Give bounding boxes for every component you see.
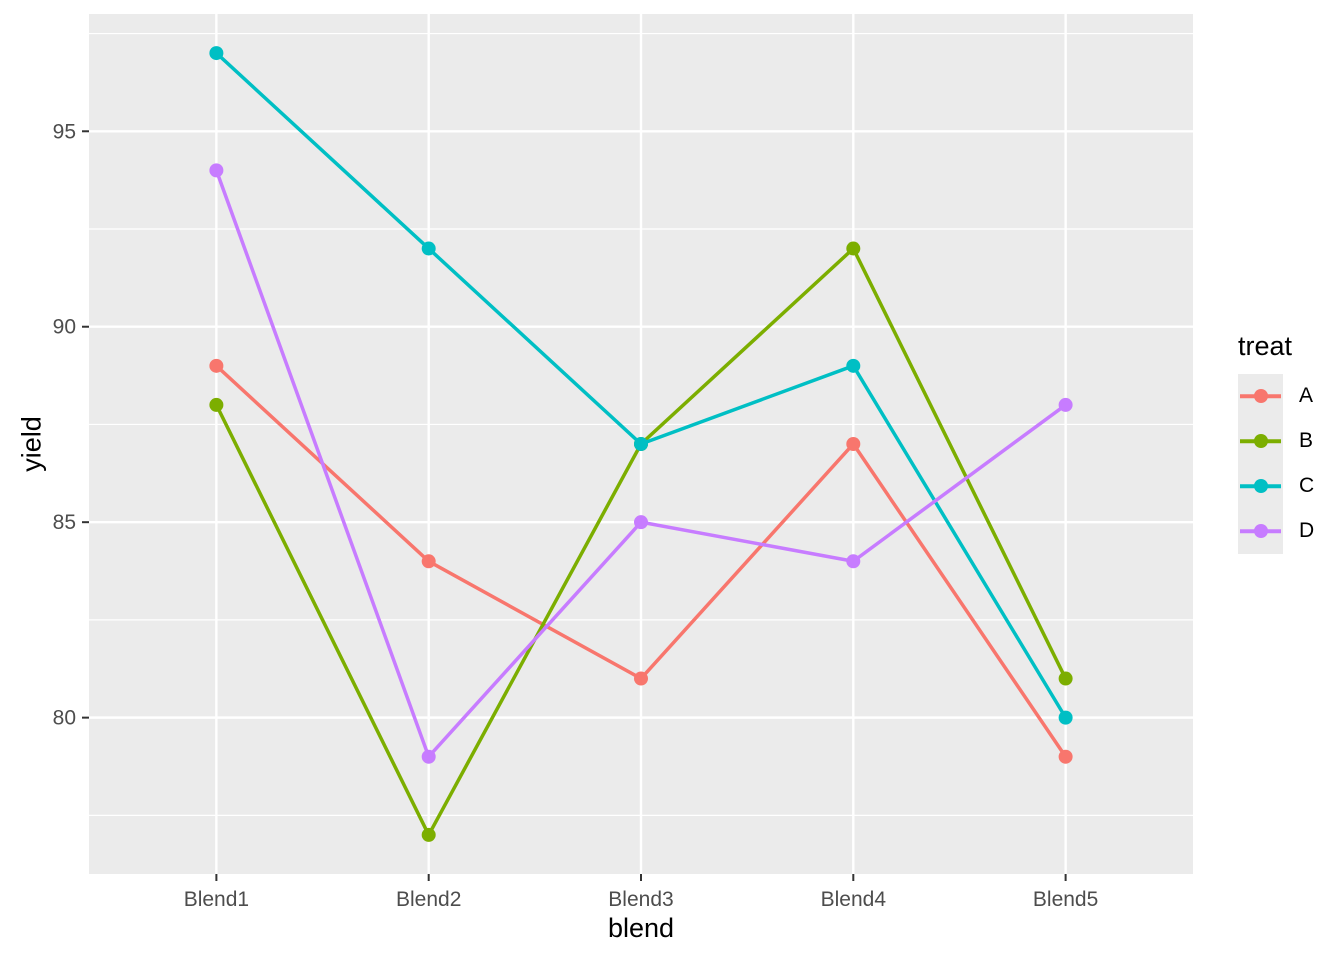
point-B-Blend1	[209, 397, 224, 412]
legend-key-dot	[1253, 524, 1268, 539]
legend-item-label: D	[1299, 519, 1315, 543]
point-D-Blend1	[209, 163, 224, 178]
axis-ticks	[82, 130, 1067, 881]
point-D-Blend2	[421, 749, 436, 764]
legend-title: treat	[1238, 331, 1293, 361]
series-C	[209, 46, 1073, 725]
point-D-Blend4	[846, 554, 861, 569]
point-D-Blend3	[634, 515, 648, 530]
point-A-Blend3	[634, 671, 648, 686]
x-tick-label-Blend2: Blend2	[396, 888, 461, 911]
legend-item-C: C	[1238, 463, 1344, 509]
legend-item-label: C	[1299, 474, 1315, 498]
legend-item-label: A	[1299, 384, 1314, 408]
point-A-Blend4	[846, 437, 861, 451]
point-D-Blend5	[1058, 397, 1073, 412]
tick-labels: 80 85 90 95 Blend1 Blend2 Blend3 Blend4 Blend5	[53, 120, 1099, 911]
legend-key-dot	[1253, 479, 1268, 494]
legend-key-A	[1238, 373, 1283, 419]
point-B-Blend2	[421, 827, 436, 842]
series-D	[209, 163, 1073, 764]
x-tick-label-Blend4: Blend4	[821, 888, 887, 911]
x-tick-label-Blend1: Blend1	[184, 888, 249, 911]
point-C-Blend3	[634, 437, 648, 451]
legend-key-B	[1238, 418, 1283, 464]
point-A-Blend5	[1058, 749, 1073, 764]
x-tick-label-Blend5: Blend5	[1033, 888, 1098, 911]
y-axis-title: yield	[16, 416, 47, 472]
legend-key-C	[1238, 463, 1283, 509]
point-B-Blend4	[846, 241, 861, 256]
series-A	[209, 358, 1073, 764]
legend-key-dot	[1253, 434, 1268, 449]
x-tick-label-Blend3: Blend3	[608, 888, 673, 911]
point-A-Blend2	[421, 554, 436, 569]
y-tick-label-95: 95	[53, 120, 76, 143]
legend-item-B: B	[1238, 418, 1344, 464]
legend-key-D	[1238, 508, 1283, 554]
point-C-Blend1	[209, 46, 224, 61]
legend-item-label: B	[1299, 429, 1314, 453]
point-C-Blend4	[846, 358, 861, 373]
x-axis-title: blend	[607, 913, 675, 943]
y-tick-label-80: 80	[53, 707, 76, 730]
y-tick-label-85: 85	[53, 511, 76, 534]
legend-item-A: A	[1238, 373, 1344, 419]
legend-key-dot	[1253, 389, 1268, 404]
y-tick-label-90: 90	[53, 316, 76, 339]
legend-item-D: D	[1238, 508, 1344, 554]
point-A-Blend1	[209, 358, 224, 373]
point-C-Blend2	[421, 241, 436, 256]
point-C-Blend5	[1058, 710, 1073, 725]
point-B-Blend5	[1058, 671, 1073, 686]
